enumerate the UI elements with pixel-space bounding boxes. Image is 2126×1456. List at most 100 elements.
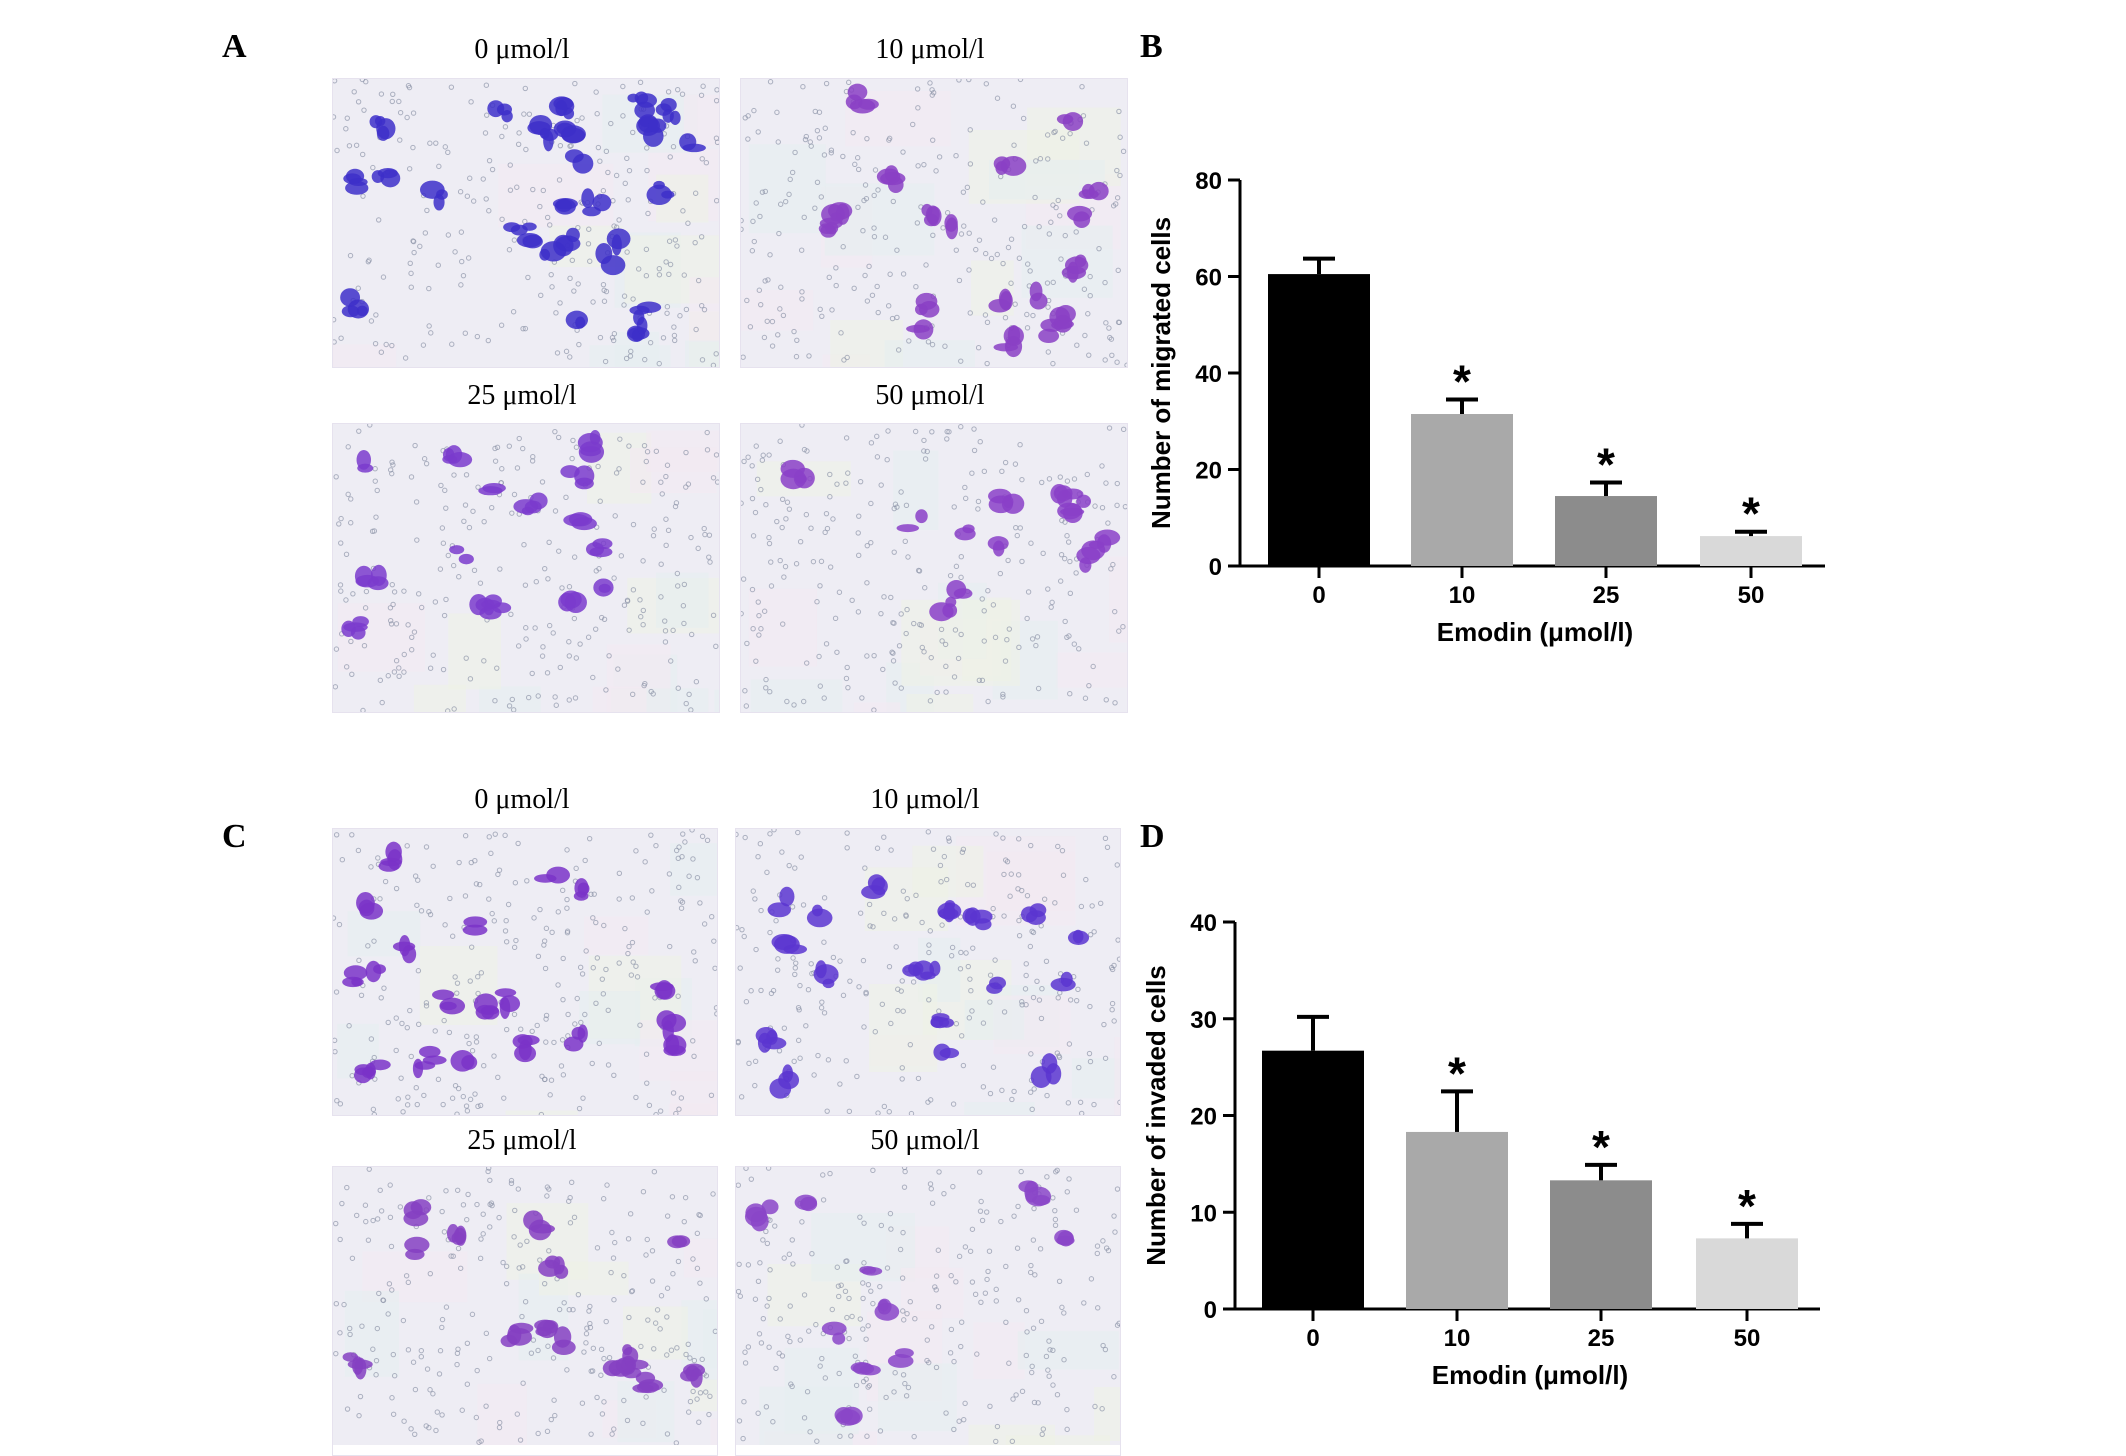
stained-cell [534, 866, 570, 884]
stained-cell [650, 980, 676, 1000]
stained-cell [921, 203, 942, 227]
stained-cell [581, 188, 612, 217]
stained-cell [1018, 1180, 1052, 1207]
stained-cell [500, 1322, 534, 1348]
migration-label-25: 25 μmol/l [467, 380, 577, 411]
invasion-micrograph-50 [735, 1166, 1121, 1456]
stained-cell [354, 1064, 375, 1084]
stained-cell [553, 120, 586, 144]
invasion-label-50: 50 μmol/l [870, 1125, 980, 1156]
stained-cell [988, 288, 1013, 313]
stained-cell [343, 168, 369, 195]
migration-label-50: 50 μmol/l [875, 380, 985, 411]
stained-cell [646, 180, 675, 206]
stained-cell [595, 242, 626, 276]
stained-cell [930, 1013, 954, 1029]
stained-cell [487, 100, 513, 123]
stained-cell [606, 228, 631, 256]
stained-cell [679, 133, 706, 153]
significance-marker: * [1738, 1180, 1756, 1232]
stained-cell [887, 1348, 914, 1368]
y-tick-label: 40 [1190, 910, 1217, 937]
significance-marker: * [1592, 1121, 1610, 1173]
stained-cell [902, 961, 924, 977]
stained-cell [534, 1319, 559, 1339]
stained-cell [944, 214, 959, 240]
invasion-label-25: 25 μmol/l [467, 1125, 577, 1156]
stained-cell [986, 976, 1007, 994]
stained-cell [780, 459, 815, 490]
x-tick-label: 50 [1734, 1325, 1761, 1352]
stained-cell [450, 1050, 478, 1072]
x-tick-label: 0 [1306, 1325, 1319, 1352]
stained-cell [371, 168, 401, 188]
panel-letter-a: A [222, 28, 247, 65]
x-tick-label: 25 [1588, 1325, 1615, 1352]
stained-cell [962, 907, 993, 931]
stained-cell [937, 900, 962, 923]
stained-cell [655, 98, 681, 125]
x-tick-label: 25 [1593, 582, 1620, 609]
stained-cell [794, 1194, 818, 1212]
stained-cell [993, 156, 1027, 176]
bar [1550, 1180, 1652, 1309]
stained-cell [356, 449, 374, 473]
stained-cell [551, 1326, 576, 1355]
stained-cell [850, 1362, 881, 1376]
stained-cell [667, 1235, 691, 1249]
stained-cell [560, 465, 595, 490]
stained-cell [503, 222, 528, 236]
y-tick-label: 20 [1190, 1104, 1217, 1131]
stained-cell [365, 960, 386, 983]
stained-cell [538, 1255, 569, 1279]
stained-cell [473, 993, 500, 1020]
stained-cell [340, 288, 369, 319]
stained-cell [845, 83, 879, 114]
stained-cell [1050, 483, 1084, 508]
y-tick-label: 60 [1195, 265, 1222, 292]
significance-marker: * [1597, 439, 1615, 491]
stained-cell [548, 96, 575, 120]
stained-cell [494, 988, 521, 1019]
stained-cell [1067, 205, 1093, 228]
panel-letter-d: D [1140, 818, 1165, 855]
stained-cell [404, 1236, 430, 1260]
stained-cell [1050, 971, 1076, 992]
stained-cell [1029, 281, 1048, 310]
significance-marker: * [1453, 356, 1471, 408]
stained-cell [1020, 903, 1047, 925]
stained-cell [558, 590, 587, 614]
stained-cell [813, 960, 839, 989]
stained-cell [1049, 305, 1076, 333]
stained-cell [462, 916, 488, 936]
x-tick-label: 50 [1738, 582, 1765, 609]
stained-cell [834, 1406, 863, 1426]
x-tick-label: 10 [1444, 1325, 1471, 1352]
bar [1268, 274, 1370, 566]
stained-cell [1067, 929, 1090, 945]
y-tick-label: 20 [1195, 458, 1222, 485]
stained-cell [933, 1043, 960, 1061]
stained-cell [915, 292, 940, 318]
stained-cell [342, 1352, 373, 1380]
stained-cell [516, 222, 543, 249]
panel-letter-b: B [1140, 28, 1163, 65]
stained-cell [512, 1034, 540, 1063]
stained-cell [593, 578, 614, 597]
stained-cell [987, 536, 1009, 557]
invasion-label-0: 0 μmol/l [474, 784, 570, 815]
stained-cell [622, 1344, 639, 1366]
bar [1262, 1050, 1364, 1309]
stained-cell [420, 180, 448, 211]
stained-cell [861, 874, 888, 900]
stained-cell [629, 301, 662, 326]
stained-cell [378, 841, 403, 872]
significance-marker: * [1742, 488, 1760, 540]
stained-cell [392, 934, 417, 964]
y-tick-label: 30 [1190, 1007, 1217, 1034]
invasion-micrograph-25 [332, 1166, 718, 1456]
stained-cell [859, 1265, 883, 1276]
stained-cell [442, 445, 473, 468]
stained-cell [876, 165, 906, 193]
